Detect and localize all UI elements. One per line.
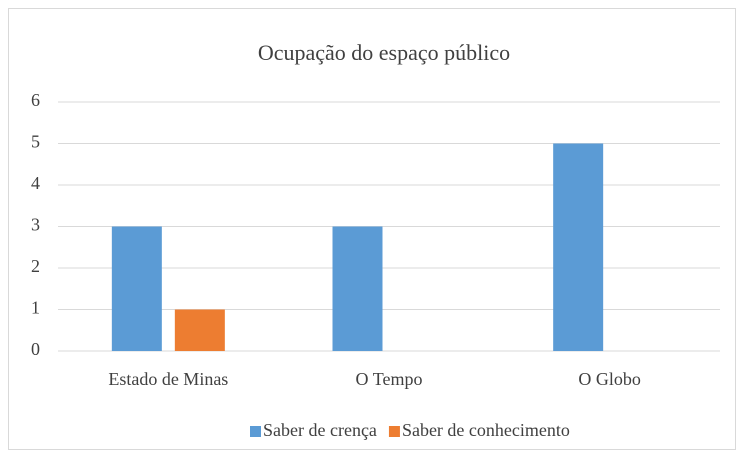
- y-tick-label: 3: [31, 215, 40, 235]
- legend-swatch: [388, 426, 400, 437]
- bar: [332, 226, 383, 351]
- x-tick-label: Estado de Minas: [108, 369, 228, 389]
- x-tick-label: O Globo: [578, 369, 641, 389]
- legend-swatch: [250, 426, 261, 437]
- legend-label: Saber de crença: [263, 420, 377, 440]
- x-tick-label: O Tempo: [356, 369, 423, 389]
- y-tick-label: 1: [31, 298, 40, 318]
- y-tick-label: 5: [31, 132, 40, 152]
- bar: [174, 309, 225, 351]
- chart-title: Ocupação do espaço público: [258, 40, 510, 65]
- bar: [111, 226, 162, 351]
- y-tick-label: 0: [31, 339, 40, 359]
- bar: [553, 143, 604, 351]
- legend-label: Saber de conhecimento: [402, 420, 570, 440]
- y-tick-label: 2: [31, 256, 40, 276]
- y-tick-label: 4: [31, 173, 40, 193]
- y-tick-label: 6: [31, 90, 40, 110]
